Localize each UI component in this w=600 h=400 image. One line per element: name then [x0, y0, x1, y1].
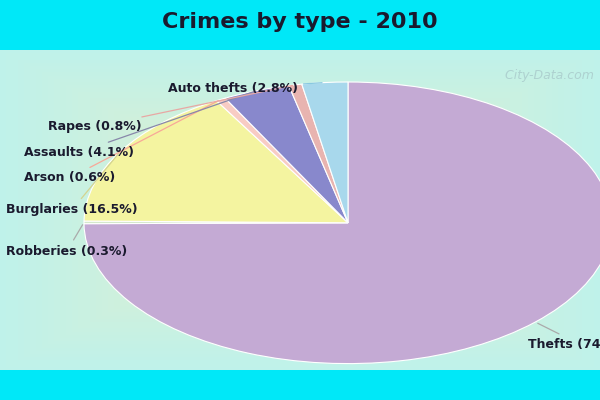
Wedge shape: [302, 82, 348, 223]
Text: Rapes (0.8%): Rapes (0.8%): [48, 86, 293, 133]
Text: Arson (0.6%): Arson (0.6%): [24, 101, 218, 184]
Wedge shape: [84, 82, 600, 364]
Wedge shape: [84, 221, 348, 224]
Text: Assaults (4.1%): Assaults (4.1%): [24, 92, 254, 159]
Text: Burglaries (16.5%): Burglaries (16.5%): [6, 154, 137, 216]
Wedge shape: [289, 84, 348, 223]
Text: Thefts (74.9%): Thefts (74.9%): [528, 323, 600, 351]
Wedge shape: [217, 98, 348, 223]
Text: Robberies (0.3%): Robberies (0.3%): [6, 225, 127, 258]
Text: Crimes by type - 2010: Crimes by type - 2010: [162, 12, 438, 32]
Wedge shape: [225, 86, 348, 223]
Text: Auto thefts (2.8%): Auto thefts (2.8%): [168, 82, 322, 95]
Wedge shape: [84, 101, 348, 223]
Text: City-Data.com: City-Data.com: [501, 69, 594, 82]
